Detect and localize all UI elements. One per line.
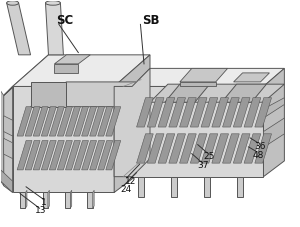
Polygon shape xyxy=(65,141,80,170)
Polygon shape xyxy=(223,134,239,163)
Polygon shape xyxy=(4,86,13,192)
Polygon shape xyxy=(106,107,121,136)
Polygon shape xyxy=(4,55,49,95)
Polygon shape xyxy=(74,141,88,170)
Polygon shape xyxy=(7,3,31,55)
Polygon shape xyxy=(33,107,48,136)
Polygon shape xyxy=(234,73,269,82)
Polygon shape xyxy=(204,177,210,197)
Text: 36: 36 xyxy=(254,142,266,151)
Polygon shape xyxy=(4,138,13,159)
Polygon shape xyxy=(25,141,40,170)
Polygon shape xyxy=(46,3,63,55)
Polygon shape xyxy=(17,107,32,136)
Polygon shape xyxy=(180,82,216,86)
Polygon shape xyxy=(31,82,150,107)
Polygon shape xyxy=(17,141,32,170)
Polygon shape xyxy=(136,134,153,163)
Polygon shape xyxy=(180,68,228,82)
Polygon shape xyxy=(150,84,284,102)
Polygon shape xyxy=(57,141,72,170)
Polygon shape xyxy=(13,86,114,192)
Text: 37: 37 xyxy=(198,161,209,170)
Polygon shape xyxy=(54,64,78,73)
Polygon shape xyxy=(244,134,261,163)
Ellipse shape xyxy=(46,1,60,5)
Polygon shape xyxy=(82,107,97,136)
Polygon shape xyxy=(98,141,113,170)
Polygon shape xyxy=(74,107,88,136)
Polygon shape xyxy=(43,192,48,208)
Polygon shape xyxy=(190,134,207,163)
Polygon shape xyxy=(106,141,121,170)
Polygon shape xyxy=(114,55,150,192)
Polygon shape xyxy=(255,98,272,127)
Polygon shape xyxy=(201,98,218,127)
Polygon shape xyxy=(158,98,175,127)
Polygon shape xyxy=(20,192,26,208)
Text: 13: 13 xyxy=(35,206,46,215)
Polygon shape xyxy=(171,177,177,197)
Polygon shape xyxy=(222,84,266,102)
Polygon shape xyxy=(169,98,185,127)
Polygon shape xyxy=(201,134,218,163)
Polygon shape xyxy=(82,141,97,170)
Polygon shape xyxy=(65,107,80,136)
Polygon shape xyxy=(223,98,239,127)
Polygon shape xyxy=(87,192,93,208)
Polygon shape xyxy=(136,98,153,127)
Polygon shape xyxy=(165,84,210,102)
Polygon shape xyxy=(90,107,105,136)
Text: 25: 25 xyxy=(204,152,215,161)
Polygon shape xyxy=(48,190,50,208)
Polygon shape xyxy=(90,141,105,170)
Polygon shape xyxy=(212,134,229,163)
Text: 12: 12 xyxy=(124,177,136,186)
Polygon shape xyxy=(1,170,13,192)
Polygon shape xyxy=(41,107,56,136)
Polygon shape xyxy=(4,116,13,136)
Polygon shape xyxy=(180,134,196,163)
Polygon shape xyxy=(190,98,207,127)
Polygon shape xyxy=(263,68,284,177)
Polygon shape xyxy=(50,107,64,136)
Text: 48: 48 xyxy=(253,151,264,160)
Polygon shape xyxy=(263,98,284,118)
Polygon shape xyxy=(244,98,261,127)
Polygon shape xyxy=(57,107,72,136)
Polygon shape xyxy=(41,141,56,170)
Polygon shape xyxy=(65,192,70,208)
Polygon shape xyxy=(25,107,40,136)
Polygon shape xyxy=(147,98,164,127)
Text: SC: SC xyxy=(56,15,73,27)
Polygon shape xyxy=(33,141,48,170)
Polygon shape xyxy=(98,107,113,136)
Polygon shape xyxy=(54,55,90,64)
Polygon shape xyxy=(31,82,66,107)
Polygon shape xyxy=(255,134,272,163)
Polygon shape xyxy=(114,68,150,177)
Polygon shape xyxy=(233,134,250,163)
Polygon shape xyxy=(93,190,94,208)
Polygon shape xyxy=(180,98,196,127)
Polygon shape xyxy=(169,134,185,163)
Polygon shape xyxy=(147,134,164,163)
Polygon shape xyxy=(263,118,284,147)
Polygon shape xyxy=(13,55,150,86)
Polygon shape xyxy=(233,98,250,127)
Polygon shape xyxy=(158,134,175,163)
Text: SB: SB xyxy=(142,15,160,27)
Polygon shape xyxy=(132,68,284,86)
Polygon shape xyxy=(50,141,64,170)
Text: 24: 24 xyxy=(120,185,131,194)
Polygon shape xyxy=(138,177,144,197)
Polygon shape xyxy=(26,190,27,208)
Polygon shape xyxy=(1,91,4,186)
Ellipse shape xyxy=(7,1,19,5)
Polygon shape xyxy=(132,86,263,177)
Text: 1: 1 xyxy=(41,198,47,207)
Polygon shape xyxy=(70,190,72,208)
Polygon shape xyxy=(212,98,229,127)
Polygon shape xyxy=(237,177,243,197)
